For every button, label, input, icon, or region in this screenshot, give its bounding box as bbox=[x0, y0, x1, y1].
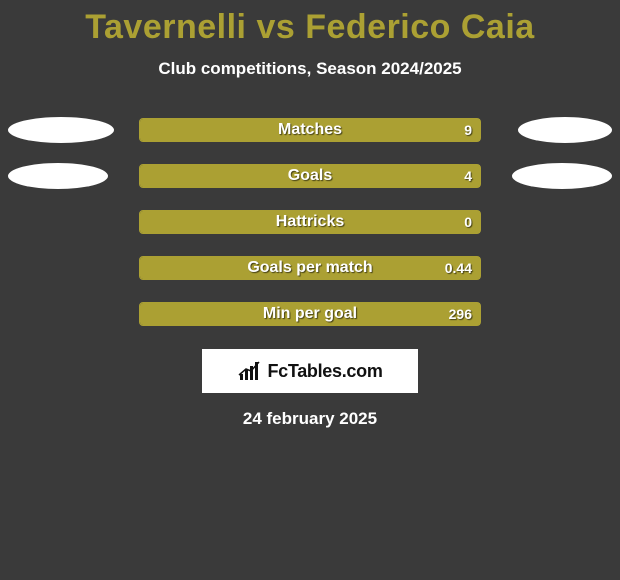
player-ellipse-left bbox=[8, 117, 114, 143]
stat-value: 4 bbox=[464, 168, 472, 184]
player-ellipse-right bbox=[512, 163, 612, 189]
player-ellipse-left bbox=[8, 163, 108, 189]
stat-value: 296 bbox=[449, 306, 472, 322]
stat-rows: Matches 9 Goals 4 Hattricks 0 Goals per match 0… bbox=[0, 107, 620, 337]
stat-bar: Hattricks 0 bbox=[139, 210, 481, 234]
stat-bar: Matches 9 bbox=[139, 118, 481, 142]
stat-label: Goals per match bbox=[247, 259, 372, 277]
stat-row: Min per goal 296 bbox=[0, 291, 620, 337]
stat-value: 0 bbox=[464, 214, 472, 230]
stat-row: Goals per match 0.44 bbox=[0, 245, 620, 291]
stat-label: Matches bbox=[278, 121, 342, 139]
stat-row: Hattricks 0 bbox=[0, 199, 620, 245]
stat-value: 0.44 bbox=[445, 260, 472, 276]
stat-row: Matches 9 bbox=[0, 107, 620, 153]
stat-value: 9 bbox=[464, 122, 472, 138]
stat-bar: Min per goal 296 bbox=[139, 302, 481, 326]
bar-chart-icon bbox=[237, 360, 263, 382]
logo-box: FcTables.com bbox=[202, 349, 418, 393]
page-subtitle: Club competitions, Season 2024/2025 bbox=[0, 59, 620, 79]
page-title: Tavernelli vs Federico Caia bbox=[0, 0, 620, 47]
logo-text: FcTables.com bbox=[267, 361, 382, 382]
footer-date: 24 february 2025 bbox=[0, 409, 620, 429]
stat-label: Goals bbox=[288, 167, 332, 185]
stat-bar: Goals 4 bbox=[139, 164, 481, 188]
stat-label: Min per goal bbox=[263, 305, 357, 323]
stat-label: Hattricks bbox=[276, 213, 344, 231]
player-ellipse-right bbox=[518, 117, 612, 143]
stat-bar: Goals per match 0.44 bbox=[139, 256, 481, 280]
stat-row: Goals 4 bbox=[0, 153, 620, 199]
